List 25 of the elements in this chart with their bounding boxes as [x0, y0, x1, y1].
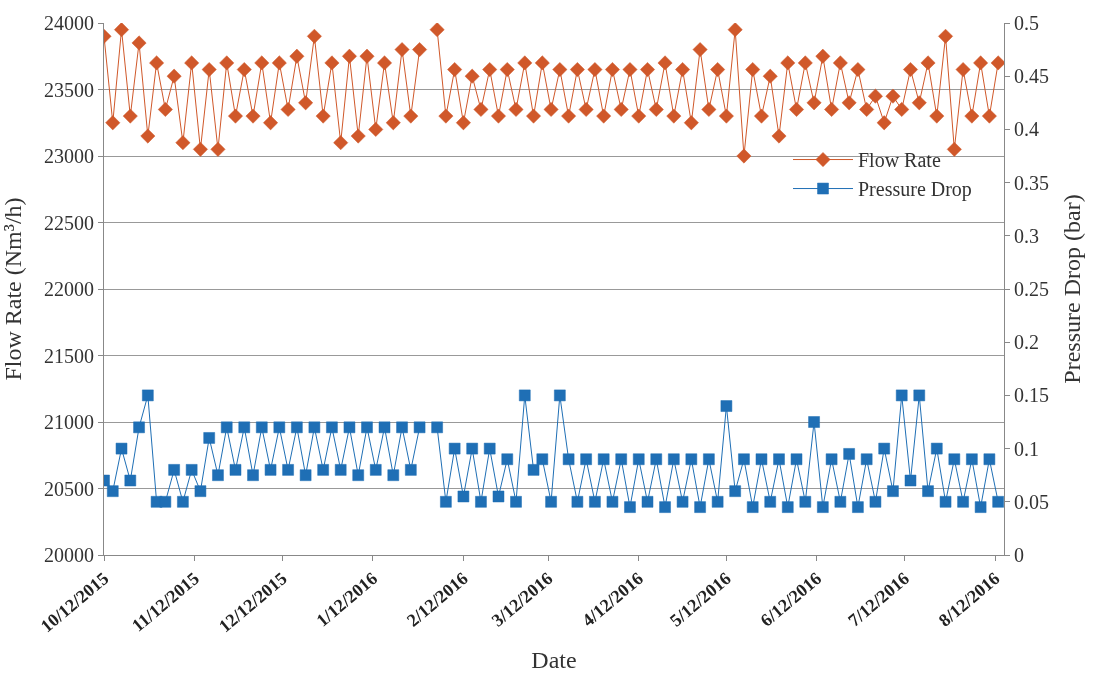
- y-tick-label: 23000: [44, 145, 94, 167]
- legend-label: Flow Rate: [858, 149, 941, 172]
- x-axis-title: Date: [531, 646, 577, 673]
- y2-tick-label: 0.4: [1014, 118, 1039, 141]
- y2-tick-label: 0.45: [1014, 65, 1049, 88]
- y-tick-label: 24000: [44, 12, 94, 34]
- y-tick-label: 23500: [44, 78, 94, 101]
- y-tick-label: 20000: [44, 544, 94, 566]
- y2-tick-label: 0.2: [1014, 331, 1039, 354]
- y2-tick-label: 0.1: [1014, 437, 1039, 460]
- y2-tick-label: 0.35: [1014, 171, 1049, 194]
- y2-tick-label: 0.5: [1014, 12, 1039, 34]
- y-tick-label: 20500: [44, 477, 94, 500]
- legend-label: Pressure Drop: [858, 178, 972, 202]
- y2-tick-label: 0.25: [1014, 278, 1049, 300]
- y-axis-title: Flow Rate (Nm³/h): [0, 197, 27, 381]
- y-tick-label: 21500: [44, 344, 94, 367]
- y2-axis-title: Pressure Drop (bar): [1059, 194, 1086, 384]
- y-tick-label: 22500: [44, 211, 94, 234]
- y2-tick-label: 0.15: [1014, 384, 1049, 407]
- y-tick-label: 22000: [44, 278, 94, 300]
- y2-tick-label: 0.05: [1014, 490, 1049, 513]
- y-tick-label: 21000: [44, 411, 94, 433]
- y2-tick-label: 0: [1014, 544, 1024, 566]
- y2-tick-label: 0.3: [1014, 224, 1039, 247]
